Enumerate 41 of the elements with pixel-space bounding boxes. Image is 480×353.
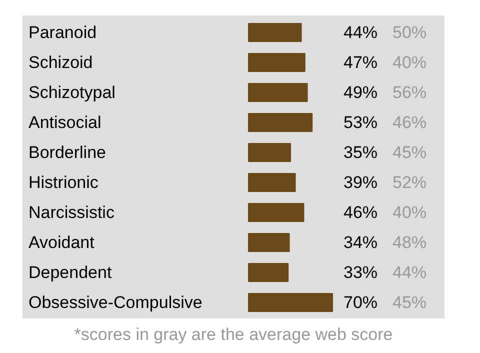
y-tick-label: Antisocial	[28, 113, 102, 132]
y-tick-label: Paranoid	[28, 23, 97, 42]
text: 44%	[392, 263, 427, 282]
y-tick-label: Obsessive-Compulsive	[28, 293, 202, 312]
text: 56%	[392, 83, 427, 102]
bar	[248, 113, 313, 132]
y-tick-label: Schizoid	[28, 53, 93, 72]
data-label: 49%	[344, 83, 378, 102]
y-tick-label: Histrionic	[28, 173, 99, 192]
text: *scores in gray are the average web score	[74, 325, 393, 344]
data-label: 33%	[344, 263, 378, 282]
data-label: 34%	[344, 233, 378, 252]
bar	[248, 53, 306, 72]
y-tick-label: Schizotypal	[28, 83, 116, 102]
data-label: 53%	[344, 113, 378, 132]
bar	[248, 173, 296, 192]
bar	[248, 23, 302, 42]
y-tick-label: Borderline	[28, 143, 106, 162]
data-label: 70%	[344, 293, 378, 312]
text: 45%	[392, 293, 427, 312]
data-label: 44%	[344, 23, 378, 42]
bar	[248, 293, 333, 312]
text: 40%	[392, 53, 427, 72]
bar	[248, 233, 290, 252]
y-tick-label: Dependent	[28, 263, 112, 282]
text: 40%	[392, 203, 427, 222]
text: 46%	[392, 113, 427, 132]
text: 45%	[392, 143, 427, 162]
text: 48%	[392, 233, 427, 252]
text: 52%	[392, 173, 427, 192]
text: 50%	[392, 23, 427, 42]
bar	[248, 203, 304, 222]
data-label: 46%	[344, 203, 378, 222]
data-label: 35%	[344, 143, 378, 162]
data-label: 39%	[344, 173, 378, 192]
bar	[248, 143, 291, 162]
bar	[248, 83, 308, 102]
bar	[248, 263, 289, 282]
data-label: 47%	[344, 53, 378, 72]
y-tick-label: Narcissistic	[28, 203, 115, 222]
y-tick-label: Avoidant	[28, 233, 95, 252]
